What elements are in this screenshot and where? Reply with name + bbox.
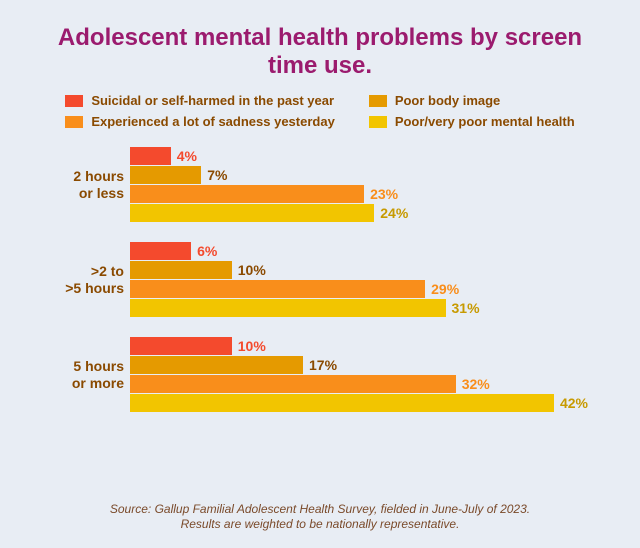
legend-swatch bbox=[65, 116, 83, 128]
bar-value-label: 31% bbox=[452, 300, 480, 316]
bar-value-label: 7% bbox=[207, 167, 227, 183]
chart-title: Adolescent mental health problems by scr… bbox=[40, 24, 600, 79]
bar-value-label: 42% bbox=[560, 395, 588, 411]
bar-value-label: 17% bbox=[309, 357, 337, 373]
chart-container: Adolescent mental health problems by scr… bbox=[0, 0, 640, 548]
bar-group: >2 to>5 hours 6% 10% 29% 31% bbox=[52, 242, 588, 317]
legend-item: Suicidal or self-harmed in the past year bbox=[65, 93, 335, 108]
bar bbox=[130, 261, 232, 279]
group-label: 5 hoursor more bbox=[52, 358, 130, 392]
legend-label: Poor body image bbox=[395, 93, 500, 108]
bar bbox=[130, 394, 554, 412]
legend-label: Experienced a lot of sadness yesterday bbox=[91, 114, 335, 129]
bars: 4% 7% 23% 24% bbox=[130, 147, 588, 222]
legend-item: Experienced a lot of sadness yesterday bbox=[65, 114, 335, 129]
bar bbox=[130, 280, 425, 298]
group-label: 2 hoursor less bbox=[52, 168, 130, 202]
bar-value-label: 10% bbox=[238, 262, 266, 278]
bar-value-label: 29% bbox=[431, 281, 459, 297]
bar-row: 4% bbox=[130, 147, 588, 165]
bar-value-label: 6% bbox=[197, 243, 217, 259]
bar-group: 2 hoursor less 4% 7% 23% 24% bbox=[52, 147, 588, 222]
bar-groups: 2 hoursor less 4% 7% 23% 24% >2 to>5 hours 6% 1… bbox=[52, 147, 588, 488]
group-label: >2 to>5 hours bbox=[52, 263, 130, 297]
bar-row: 29% bbox=[130, 280, 588, 298]
legend-item: Poor body image bbox=[369, 93, 575, 108]
bar bbox=[130, 375, 456, 393]
source-footnote: Source: Gallup Familial Adolescent Healt… bbox=[40, 502, 600, 532]
bar-value-label: 24% bbox=[380, 205, 408, 221]
bar-row: 7% bbox=[130, 166, 588, 184]
legend-swatch bbox=[369, 116, 387, 128]
bar bbox=[130, 185, 364, 203]
legend-item: Poor/very poor mental health bbox=[369, 114, 575, 129]
bar bbox=[130, 242, 191, 260]
bar-row: 32% bbox=[130, 375, 588, 393]
bar-group: 5 hoursor more 10% 17% 32% 42% bbox=[52, 337, 588, 412]
bar-row: 23% bbox=[130, 185, 588, 203]
legend-swatch bbox=[369, 95, 387, 107]
footer-line: Results are weighted to be nationally re… bbox=[181, 517, 460, 531]
bar bbox=[130, 299, 446, 317]
bar bbox=[130, 204, 374, 222]
bar-row: 6% bbox=[130, 242, 588, 260]
bar-value-label: 4% bbox=[177, 148, 197, 164]
bar bbox=[130, 166, 201, 184]
bar bbox=[130, 147, 171, 165]
bar-value-label: 10% bbox=[238, 338, 266, 354]
bar-row: 10% bbox=[130, 261, 588, 279]
legend-label: Poor/very poor mental health bbox=[395, 114, 575, 129]
bar-value-label: 32% bbox=[462, 376, 490, 392]
legend-label: Suicidal or self-harmed in the past year bbox=[91, 93, 334, 108]
footer-line: Source: Gallup Familial Adolescent Healt… bbox=[110, 502, 530, 516]
bar bbox=[130, 356, 303, 374]
bar-value-label: 23% bbox=[370, 186, 398, 202]
bars: 6% 10% 29% 31% bbox=[130, 242, 588, 317]
legend-swatch bbox=[65, 95, 83, 107]
bar-row: 24% bbox=[130, 204, 588, 222]
bar-row: 10% bbox=[130, 337, 588, 355]
bar bbox=[130, 337, 232, 355]
bar-row: 31% bbox=[130, 299, 588, 317]
bars: 10% 17% 32% 42% bbox=[130, 337, 588, 412]
bar-row: 42% bbox=[130, 394, 588, 412]
bar-row: 17% bbox=[130, 356, 588, 374]
legend: Suicidal or self-harmed in the past year… bbox=[65, 93, 574, 129]
